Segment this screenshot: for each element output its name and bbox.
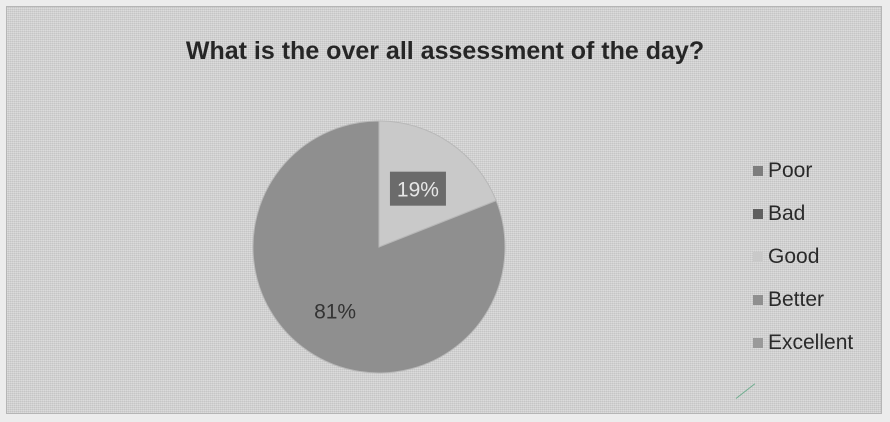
legend-label-better: Better [768,287,825,311]
data-label-better: 81% [314,301,356,324]
legend-label-bad: Bad [768,201,806,225]
legend-swatch-excellent [753,337,763,348]
legend-item-bad: Bad [753,192,879,235]
legend-item-excellent: Excellent [753,321,879,364]
legend-label-poor: Poor [768,158,813,182]
legend-label-excellent: Excellent [768,330,854,354]
legend-item-good: Good [753,235,879,278]
legend-item-poor: Poor [753,149,879,192]
pie-slice-better [252,120,506,374]
legend-swatch-good [753,251,763,262]
legend-swatch-poor [753,165,763,176]
chart-area: What is the over all assessment of the d… [6,6,882,414]
legend-item-better: Better [753,278,879,321]
data-label-box-good [389,171,446,206]
legend-swatch-bad [753,208,763,219]
legend-label-good: Good [768,244,820,268]
legend: Poor Bad Good Better Excellent [753,149,879,364]
legend-swatch-better [753,294,763,305]
data-label-good: 19% [397,179,439,202]
pie-chart: 19% 81% [252,120,506,374]
chart-title: What is the over all assessment of the d… [185,37,705,65]
